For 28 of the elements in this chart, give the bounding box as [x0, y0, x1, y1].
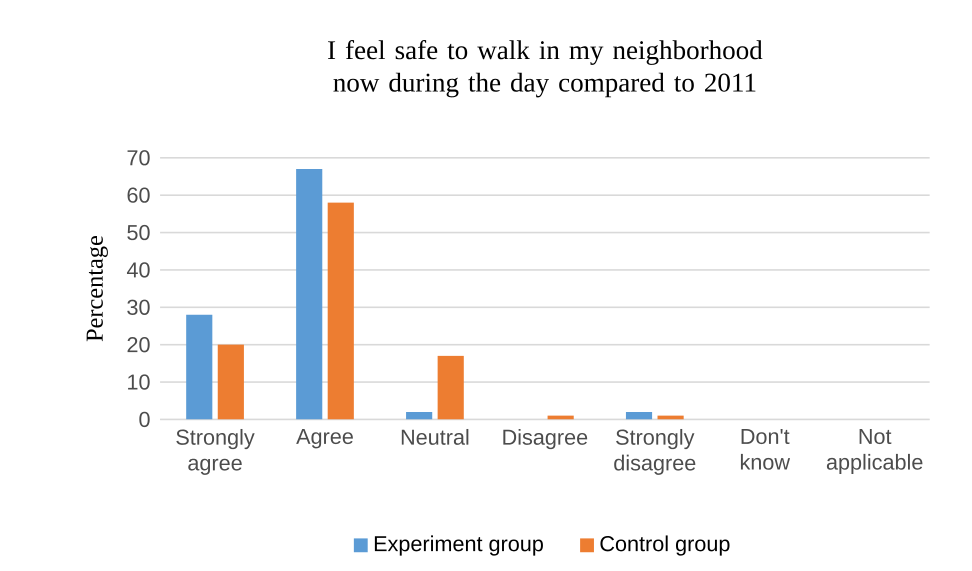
bar — [438, 356, 464, 420]
x-tick-label: Agree — [296, 428, 353, 448]
x-tick-label: Strongly agree — [176, 428, 255, 475]
chart-title: I feel safe to walk in my neighborhood now during the day compared to 2011 — [328, 40, 762, 98]
x-tick-label: Don't know — [740, 428, 790, 470]
y-axis-title: Percentage — [86, 236, 108, 342]
bar — [406, 412, 432, 420]
legend-label: Experiment group — [374, 535, 543, 556]
bar — [218, 344, 244, 420]
y-tick-label: 0 — [139, 412, 150, 428]
x-tick-label: Neutral — [402, 428, 468, 445]
y-tick-label: 70 — [128, 150, 150, 166]
y-tick-label: 40 — [126, 262, 150, 278]
bar — [186, 314, 212, 420]
x-tick-label: Not applicable — [826, 428, 922, 474]
bar — [296, 168, 322, 420]
bar — [658, 416, 684, 420]
legend-label: Control group — [600, 535, 730, 556]
y-tick-label: 30 — [127, 300, 150, 315]
bar — [626, 412, 652, 420]
y-tick-label: 10 — [128, 374, 150, 390]
y-tick-label: 50 — [127, 224, 150, 240]
x-tick-label: Strongly disagree — [614, 428, 696, 475]
y-tick-label: 20 — [128, 336, 150, 352]
x-tick-label: Disagree — [503, 428, 588, 450]
bar — [328, 202, 354, 420]
bar — [548, 416, 574, 420]
y-tick-label: 60 — [128, 187, 150, 203]
